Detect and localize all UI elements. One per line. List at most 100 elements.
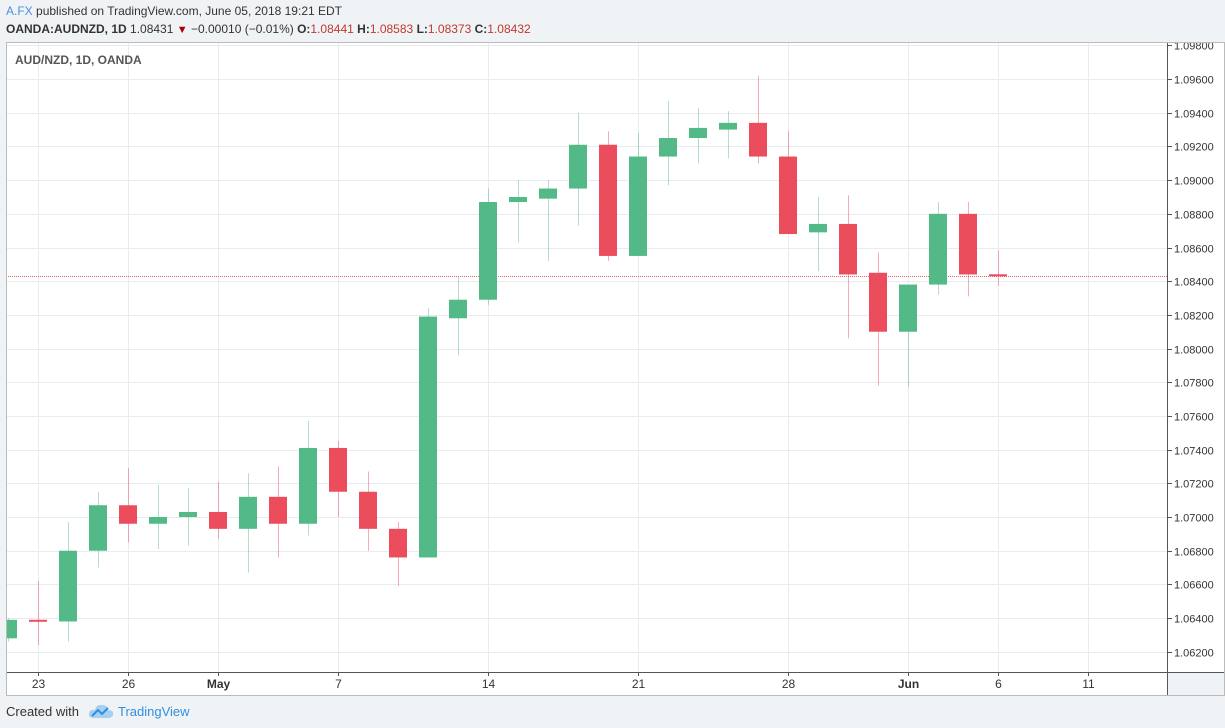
grid-lines [6, 42, 1167, 672]
high-label: H: [357, 22, 370, 36]
candle-body [419, 316, 437, 558]
candle-body [719, 122, 737, 130]
price-tick-label: 1.06600 [1174, 580, 1214, 592]
last-price: 1.08431 [130, 22, 174, 36]
price-tick-label: 1.08200 [1174, 311, 1214, 323]
candle-up [59, 522, 77, 642]
candle-up [6, 618, 17, 642]
time-axis-labels: 23 26 May 7 14 21 28 Jun 6 11 [32, 672, 1095, 691]
price-change: −0.00010 (−0.01%) [190, 22, 294, 36]
candle-body [389, 528, 407, 558]
candle-body [359, 491, 377, 529]
candle-body [599, 144, 617, 256]
candle-body [479, 202, 497, 300]
ohlc-line: OANDA:AUDNZD, 1D 1.08431 ▼ −0.00010 (−0.… [6, 22, 531, 36]
price-tick-label: 1.06200 [1174, 648, 1214, 660]
candle-up [89, 491, 107, 568]
candle-up [149, 485, 167, 550]
candle-body [959, 213, 977, 275]
candle-down [749, 75, 767, 164]
candle-up [629, 132, 647, 256]
candle-body [299, 447, 317, 524]
price-tick-label: 1.06400 [1174, 614, 1214, 626]
candle-body [839, 223, 857, 275]
candle-down [209, 481, 227, 539]
price-tick-label: 1.09200 [1174, 142, 1214, 154]
price-tick-label: 1.08800 [1174, 210, 1214, 222]
time-tick-label: 7 [335, 677, 342, 691]
candle-body [899, 284, 917, 332]
candle-down [599, 131, 617, 261]
candle-down [329, 441, 347, 518]
down-arrow-icon: ▼ [176, 24, 188, 36]
time-axis-background [6, 672, 1167, 696]
open-label: O: [297, 22, 311, 36]
price-tick-label: 1.07600 [1174, 412, 1214, 424]
tradingview-cloud-icon [88, 702, 114, 723]
time-tick-label: 28 [782, 677, 796, 691]
time-tick-label: 14 [482, 677, 496, 691]
candle-body [119, 505, 137, 524]
candle-body [749, 122, 767, 157]
price-tick-label: 1.09600 [1174, 75, 1214, 87]
candle-up [569, 112, 587, 226]
candle-body [329, 447, 347, 492]
time-tick-label: 6 [995, 677, 1002, 691]
candle-down [989, 250, 1007, 286]
candle-body [569, 144, 587, 189]
candle-body [809, 223, 827, 233]
candle-down [389, 522, 407, 587]
candle-up [239, 473, 257, 573]
candle-down [29, 581, 47, 646]
candle-up [809, 196, 827, 272]
close-value: 1.08432 [487, 22, 531, 36]
candle-up [539, 180, 557, 261]
candle-up [899, 284, 917, 388]
candle-up [179, 488, 197, 546]
candle-up [659, 100, 677, 186]
candle-up [719, 111, 737, 159]
tradingview-link[interactable]: TradingView [118, 704, 190, 719]
price-tick-label: 1.09400 [1174, 109, 1214, 121]
price-tick-label: 1.09800 [1174, 42, 1214, 53]
price-tick-label: 1.07200 [1174, 479, 1214, 491]
candle-up [449, 276, 467, 356]
candle-body [509, 196, 527, 203]
candle-body [239, 496, 257, 529]
price-tick-label: 1.08000 [1174, 345, 1214, 357]
candle-body [449, 299, 467, 319]
candle-body [929, 213, 947, 285]
price-tick-label: 1.07800 [1174, 378, 1214, 390]
plot-background [6, 42, 1167, 672]
candle-body [989, 274, 1007, 277]
candle-body [29, 619, 47, 622]
time-tick-label: 26 [122, 677, 136, 691]
candle-body [779, 156, 797, 235]
author-link[interactable]: A.FX [6, 4, 33, 18]
price-tick-label: 1.07000 [1174, 513, 1214, 525]
low-value: 1.08373 [427, 22, 472, 36]
publish-line: A.FX published on TradingView.com, June … [6, 4, 342, 18]
candle-body [629, 156, 647, 256]
price-axis-background [1167, 42, 1225, 672]
candle-up [419, 308, 437, 558]
candle-body [89, 505, 107, 551]
high-value: 1.08583 [369, 22, 414, 36]
chart-title: AUD/NZD, 1D, OANDA [15, 53, 142, 67]
candlestick-chart[interactable]: 1.09800 1.09600 1.09400 1.09200 1.09000 1.088… [0, 42, 1225, 696]
candle-body [59, 550, 77, 622]
time-tick-label: Jun [898, 677, 919, 691]
candles [6, 75, 1007, 646]
candle-down [869, 252, 887, 386]
time-tick-label: May [207, 677, 231, 691]
candle-body [149, 517, 167, 524]
candle-down [839, 195, 857, 339]
footer: Created with TradingView [0, 696, 1225, 728]
candle-body [539, 188, 557, 199]
candle-body [6, 619, 17, 639]
candle-down [779, 131, 797, 235]
candle-body [689, 127, 707, 139]
candle-up [479, 188, 497, 305]
symbol-label: OANDA:AUDNZD, 1D [6, 22, 127, 36]
candle-down [119, 468, 137, 543]
